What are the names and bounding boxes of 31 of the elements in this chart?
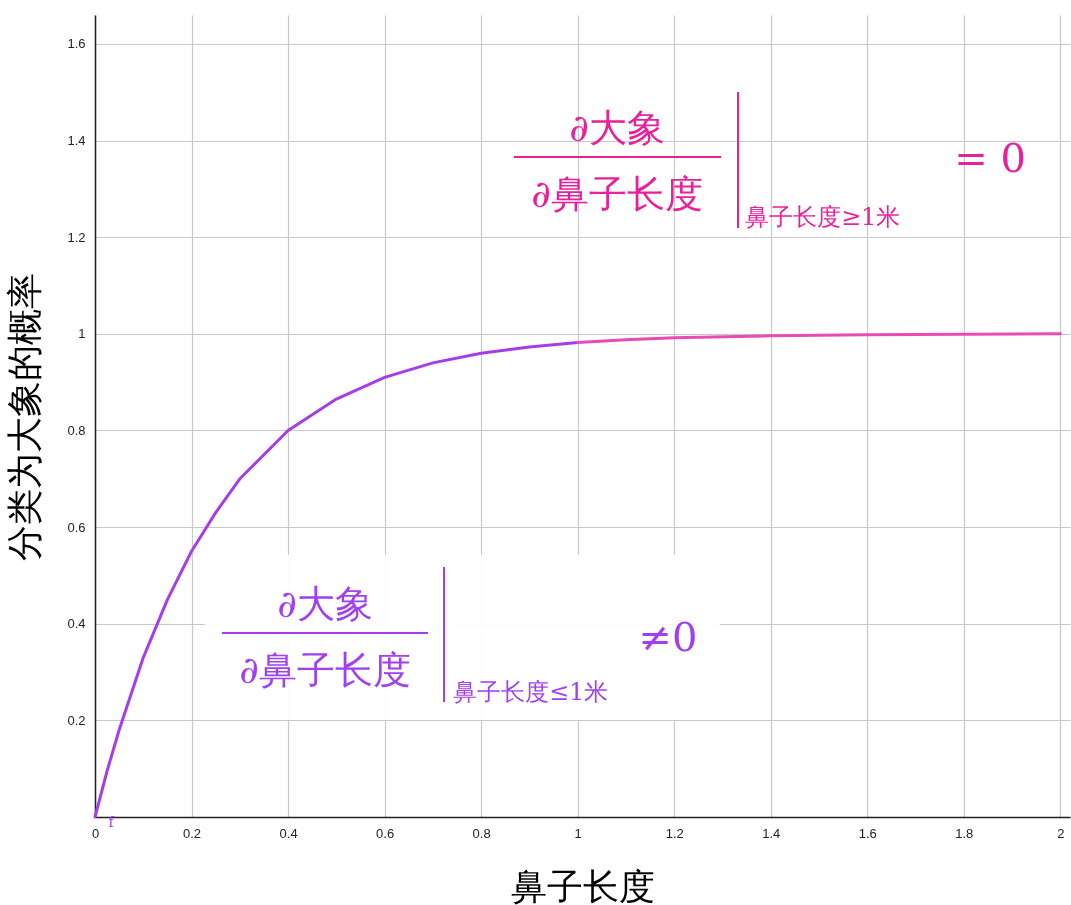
x-tick-label: 0.4	[279, 825, 298, 841]
annotation: = 0	[954, 135, 1026, 181]
y-tick-label: 0.4	[67, 616, 86, 632]
x-tick-label: 0	[91, 825, 100, 841]
y-tick-label: 0.8	[67, 422, 86, 438]
x-tick-label: 0.2	[183, 825, 202, 841]
y-tick-label: 1.6	[67, 36, 86, 52]
x-tick-label: 0.6	[376, 825, 395, 841]
annotation: ∂大象	[277, 582, 373, 626]
annotation: 鼻子长度≤1米	[453, 678, 609, 706]
x-tick-label: 2	[1057, 825, 1065, 841]
y-tick-label: 0.2	[67, 712, 86, 728]
y-tick-label: 1.2	[67, 229, 86, 245]
x-tick-label: 0.8	[472, 825, 491, 841]
x-axis-title: 鼻子长度	[511, 865, 655, 905]
y-axis-title: 分类为大象的概率	[4, 272, 46, 561]
annotation: ∂大象	[569, 106, 665, 150]
annotation: ∂鼻子长度	[531, 172, 703, 216]
annotation: ≠0	[638, 614, 698, 660]
x-tick-label: 1.8	[955, 825, 974, 841]
annotation: ∂鼻子长度	[239, 648, 411, 692]
annotation: f	[108, 814, 114, 830]
x-tick-label: 1.4	[762, 825, 781, 841]
x-tick-label: 1.2	[665, 825, 684, 841]
line-series	[576, 332, 1062, 345]
x-tick-label: 1	[574, 825, 582, 841]
annotation: 鼻子长度≥1米	[745, 203, 901, 231]
x-tick-label: 1.6	[858, 825, 877, 841]
y-tick-label: 0.6	[67, 519, 86, 535]
y-tick-label: 1	[78, 326, 86, 342]
y-tick-label: 1.4	[67, 133, 86, 149]
